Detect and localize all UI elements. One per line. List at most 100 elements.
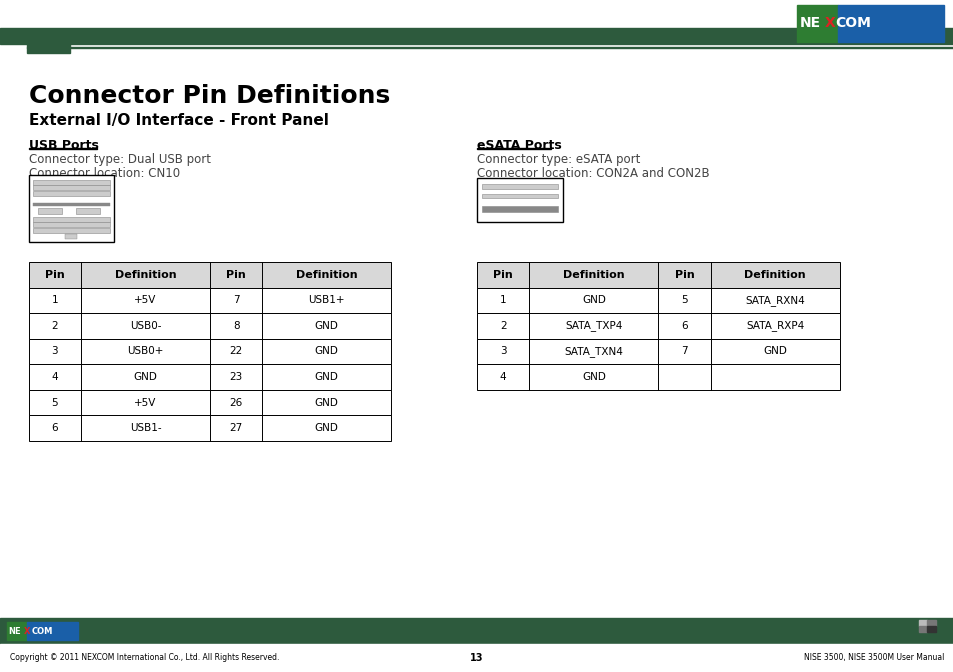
Text: 1: 1 [499,296,506,305]
Text: USB1-: USB1- [130,423,161,433]
Bar [33,191,110,196]
Text: 4: 4 [51,372,58,382]
Text: Connector location: CN10: Connector location: CN10 [29,167,179,179]
Bar [29,339,391,364]
Text: GND: GND [314,372,338,382]
Bar [65,234,77,239]
Bar [29,175,114,242]
Bar [0,28,953,44]
Bar [33,185,110,190]
Bar [29,390,391,415]
Text: GND: GND [314,398,338,407]
Text: Definition: Definition [743,270,805,280]
Text: COM: COM [31,626,52,636]
Bar [918,620,926,626]
Text: 22: 22 [230,347,242,356]
Text: Connector location: CON2A and CON2B: Connector location: CON2A and CON2B [476,167,709,179]
Bar [481,194,558,198]
Text: COM: COM [835,16,871,30]
Text: Pin: Pin [226,270,246,280]
Text: 4: 4 [499,372,506,382]
Bar [7,622,27,640]
Text: Definition: Definition [562,270,624,280]
Text: 27: 27 [230,423,242,433]
Text: 5: 5 [51,398,58,407]
Bar [0,644,953,672]
Bar [29,415,391,441]
Text: USB0-: USB0- [130,321,161,331]
Text: +5V: +5V [134,398,156,407]
Text: eSATA Ports: eSATA Ports [476,139,561,152]
Text: SATA_TXP4: SATA_TXP4 [564,321,622,331]
Text: SATA_RXP4: SATA_RXP4 [745,321,803,331]
Text: External I/O Interface - Front Panel: External I/O Interface - Front Panel [29,113,328,128]
Bar [27,622,78,640]
Text: Pin: Pin [45,270,65,280]
Text: GND: GND [762,347,786,356]
Text: USB0+: USB0+ [127,347,164,356]
Text: X: X [24,626,30,636]
Text: GND: GND [581,372,605,382]
Bar [476,288,839,313]
Bar [0,618,953,644]
Text: 26: 26 [230,398,242,407]
Text: GND: GND [581,296,605,305]
Bar [918,626,926,632]
Bar [33,203,110,206]
Text: Connector Pin Definitions: Connector Pin Definitions [29,84,390,108]
Text: 2: 2 [499,321,506,331]
Bar [476,313,839,339]
Bar [481,184,558,189]
Text: GND: GND [314,321,338,331]
Text: 1: 1 [51,296,58,305]
Bar [76,208,100,214]
Bar [926,620,935,626]
Bar [29,364,391,390]
Bar [476,178,562,222]
Bar [27,41,70,53]
Bar [926,626,935,632]
Bar [476,262,839,288]
Bar [33,222,110,227]
Text: NE: NE [9,626,21,636]
Bar [29,313,391,339]
Text: USB1+: USB1+ [308,296,345,305]
Text: GND: GND [314,423,338,433]
Bar [33,228,110,233]
Text: 8: 8 [233,321,239,331]
Bar [476,148,551,149]
Text: 6: 6 [51,423,58,433]
Text: 5: 5 [680,296,687,305]
Text: NE: NE [799,16,820,30]
Text: Copyright © 2011 NEXCOM International Co., Ltd. All Rights Reserved.: Copyright © 2011 NEXCOM International Co… [10,653,278,663]
Text: 7: 7 [233,296,239,305]
Text: X: X [823,16,834,30]
Text: 6: 6 [680,321,687,331]
Text: Pin: Pin [493,270,513,280]
Text: GND: GND [133,372,157,382]
Bar [476,364,839,390]
Text: SATA_RXN4: SATA_RXN4 [744,295,804,306]
Text: 13: 13 [470,653,483,663]
Text: Connector type: eSATA port: Connector type: eSATA port [476,153,639,166]
Text: 3: 3 [51,347,58,356]
Text: GND: GND [314,347,338,356]
Text: NISE 3500, NISE 3500M User Manual: NISE 3500, NISE 3500M User Manual [803,653,943,663]
Text: SATA_TXN4: SATA_TXN4 [564,346,622,357]
Text: Pin: Pin [674,270,694,280]
Bar [33,180,110,185]
Bar [38,208,62,214]
Bar [29,148,97,149]
Bar [837,5,943,42]
Text: USB Ports: USB Ports [29,139,98,152]
Bar [29,288,391,313]
Bar [481,206,558,212]
Text: Definition: Definition [114,270,176,280]
Bar [33,217,110,222]
Bar [796,5,837,42]
Text: Connector type: Dual USB port: Connector type: Dual USB port [29,153,211,166]
Text: 23: 23 [230,372,242,382]
Text: Definition: Definition [295,270,357,280]
Text: 7: 7 [680,347,687,356]
Text: 2: 2 [51,321,58,331]
